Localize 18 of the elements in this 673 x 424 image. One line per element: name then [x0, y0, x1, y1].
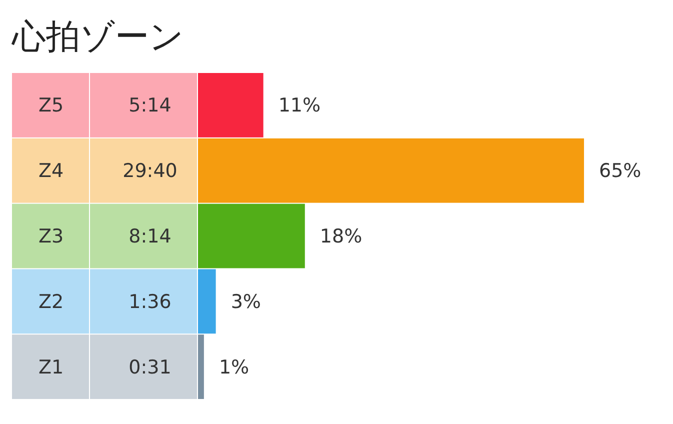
chart-title: 心拍ゾーン	[11, 17, 184, 57]
bar	[198, 269, 216, 334]
y-tick-label: Z3	[38, 226, 64, 248]
data-label: 18%	[320, 226, 362, 248]
y-tick-label: Z2	[38, 290, 64, 313]
data-label: 3%	[230, 290, 261, 313]
text: 1:36	[128, 290, 172, 313]
text: 5:14	[128, 94, 172, 117]
text: 8:14	[128, 226, 172, 248]
text: 29:40	[122, 160, 178, 182]
y-tick-label: Z4	[38, 160, 64, 182]
data-label: 11%	[278, 94, 321, 117]
data-label: 65%	[599, 160, 642, 182]
y-tick-label: Z1	[38, 356, 64, 378]
bar	[198, 334, 204, 399]
text: 0:31	[128, 356, 172, 378]
data-label: 1%	[218, 356, 250, 378]
y-tick-label: Z5	[38, 94, 64, 117]
